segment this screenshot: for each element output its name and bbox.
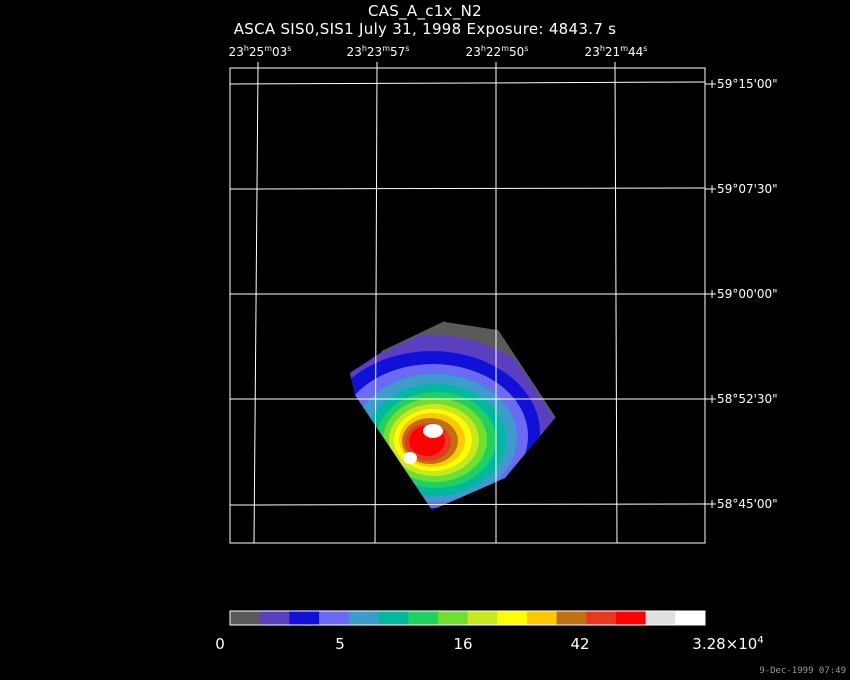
detector-edge [496, 329, 556, 419]
colorbar-frame [229, 610, 706, 626]
colorbar-swatch [675, 611, 706, 625]
colorbar-label: 5 [335, 635, 345, 653]
colorbar-swatch [378, 611, 409, 625]
colorbar-swatch [467, 611, 498, 625]
colorbar-label: 0 [215, 635, 225, 653]
dec-tick-label: +58°45'00" [707, 497, 778, 511]
dec-tick-label: +59°00'00" [707, 287, 778, 301]
colorbar-swatch [497, 611, 528, 625]
dec-tick-label: +59°15'00" [707, 77, 778, 91]
detector-edge [381, 321, 446, 353]
ra-tick-label: 23h25m03s [228, 44, 292, 59]
coordinate-grid [229, 67, 706, 544]
colorbar-swatch [319, 611, 350, 625]
image-subtitle: ASCA SIS0,SIS1 July 31, 1998 Exposure: 4… [233, 20, 617, 38]
image-title: CAS_A_c1x_N2 [367, 2, 483, 20]
colorbar-swatch [615, 611, 647, 625]
frame-ticks [257, 62, 711, 505]
colorbar-swatch [230, 611, 261, 625]
colorbar [230, 611, 706, 625]
colorbar-swatch [586, 611, 617, 625]
colorbar-swatch [526, 611, 558, 625]
ra-tick-label: 23h23m57s [346, 44, 410, 59]
colorbar-label: 16 [453, 635, 473, 653]
ra-tick-label: 23h22m50s [465, 44, 529, 59]
colorbar-swatch [289, 611, 320, 625]
timestamp: 9-Dec-1999 07:49 [759, 666, 846, 676]
colorbar-swatch [259, 611, 290, 625]
colorbar-swatch [437, 611, 468, 625]
colorbar-swatch [645, 611, 676, 625]
colorbar-swatch [348, 611, 379, 625]
colorbar-label: 42 [570, 635, 590, 653]
colorbar-swatch [556, 611, 587, 625]
dec-tick-label: +59°07'30" [707, 182, 778, 196]
colorbar-swatch [408, 611, 439, 625]
colorbar-max-label: 3.28×104 [692, 635, 764, 653]
dec-tick-label: +58°52'30" [707, 392, 778, 406]
ra-tick-label: 23h21m44s [584, 44, 648, 59]
